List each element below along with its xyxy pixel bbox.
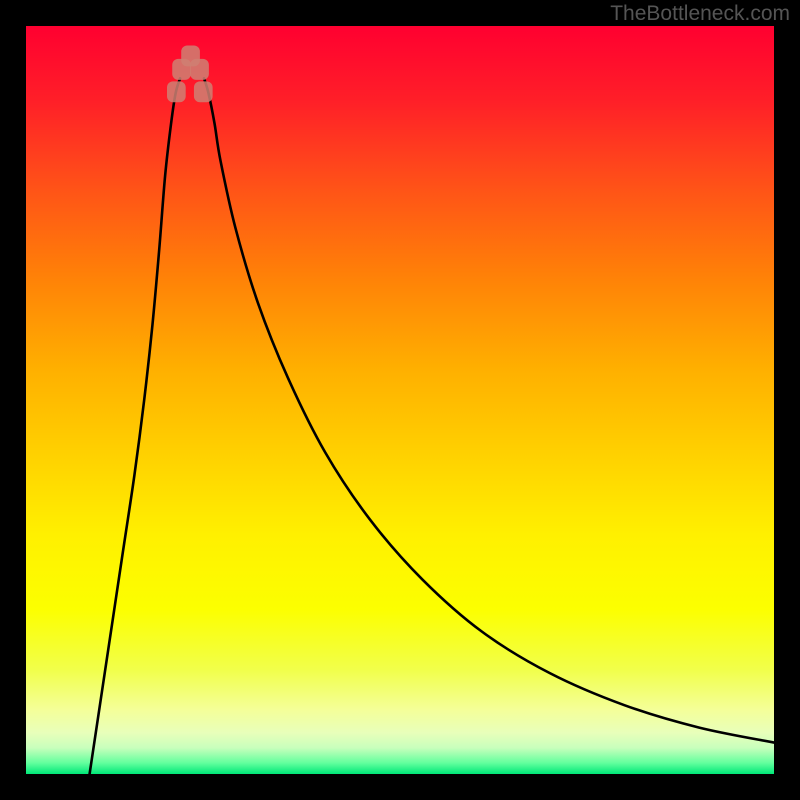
chart-svg	[0, 0, 800, 800]
data-marker-4	[181, 45, 200, 66]
watermark-text: TheBottleneck.com	[610, 2, 790, 26]
data-marker-1	[194, 81, 213, 102]
data-marker-0	[167, 81, 186, 102]
chart-background	[26, 26, 774, 774]
chart-container: { "watermark": { "text": "TheBottleneck.…	[0, 0, 800, 800]
